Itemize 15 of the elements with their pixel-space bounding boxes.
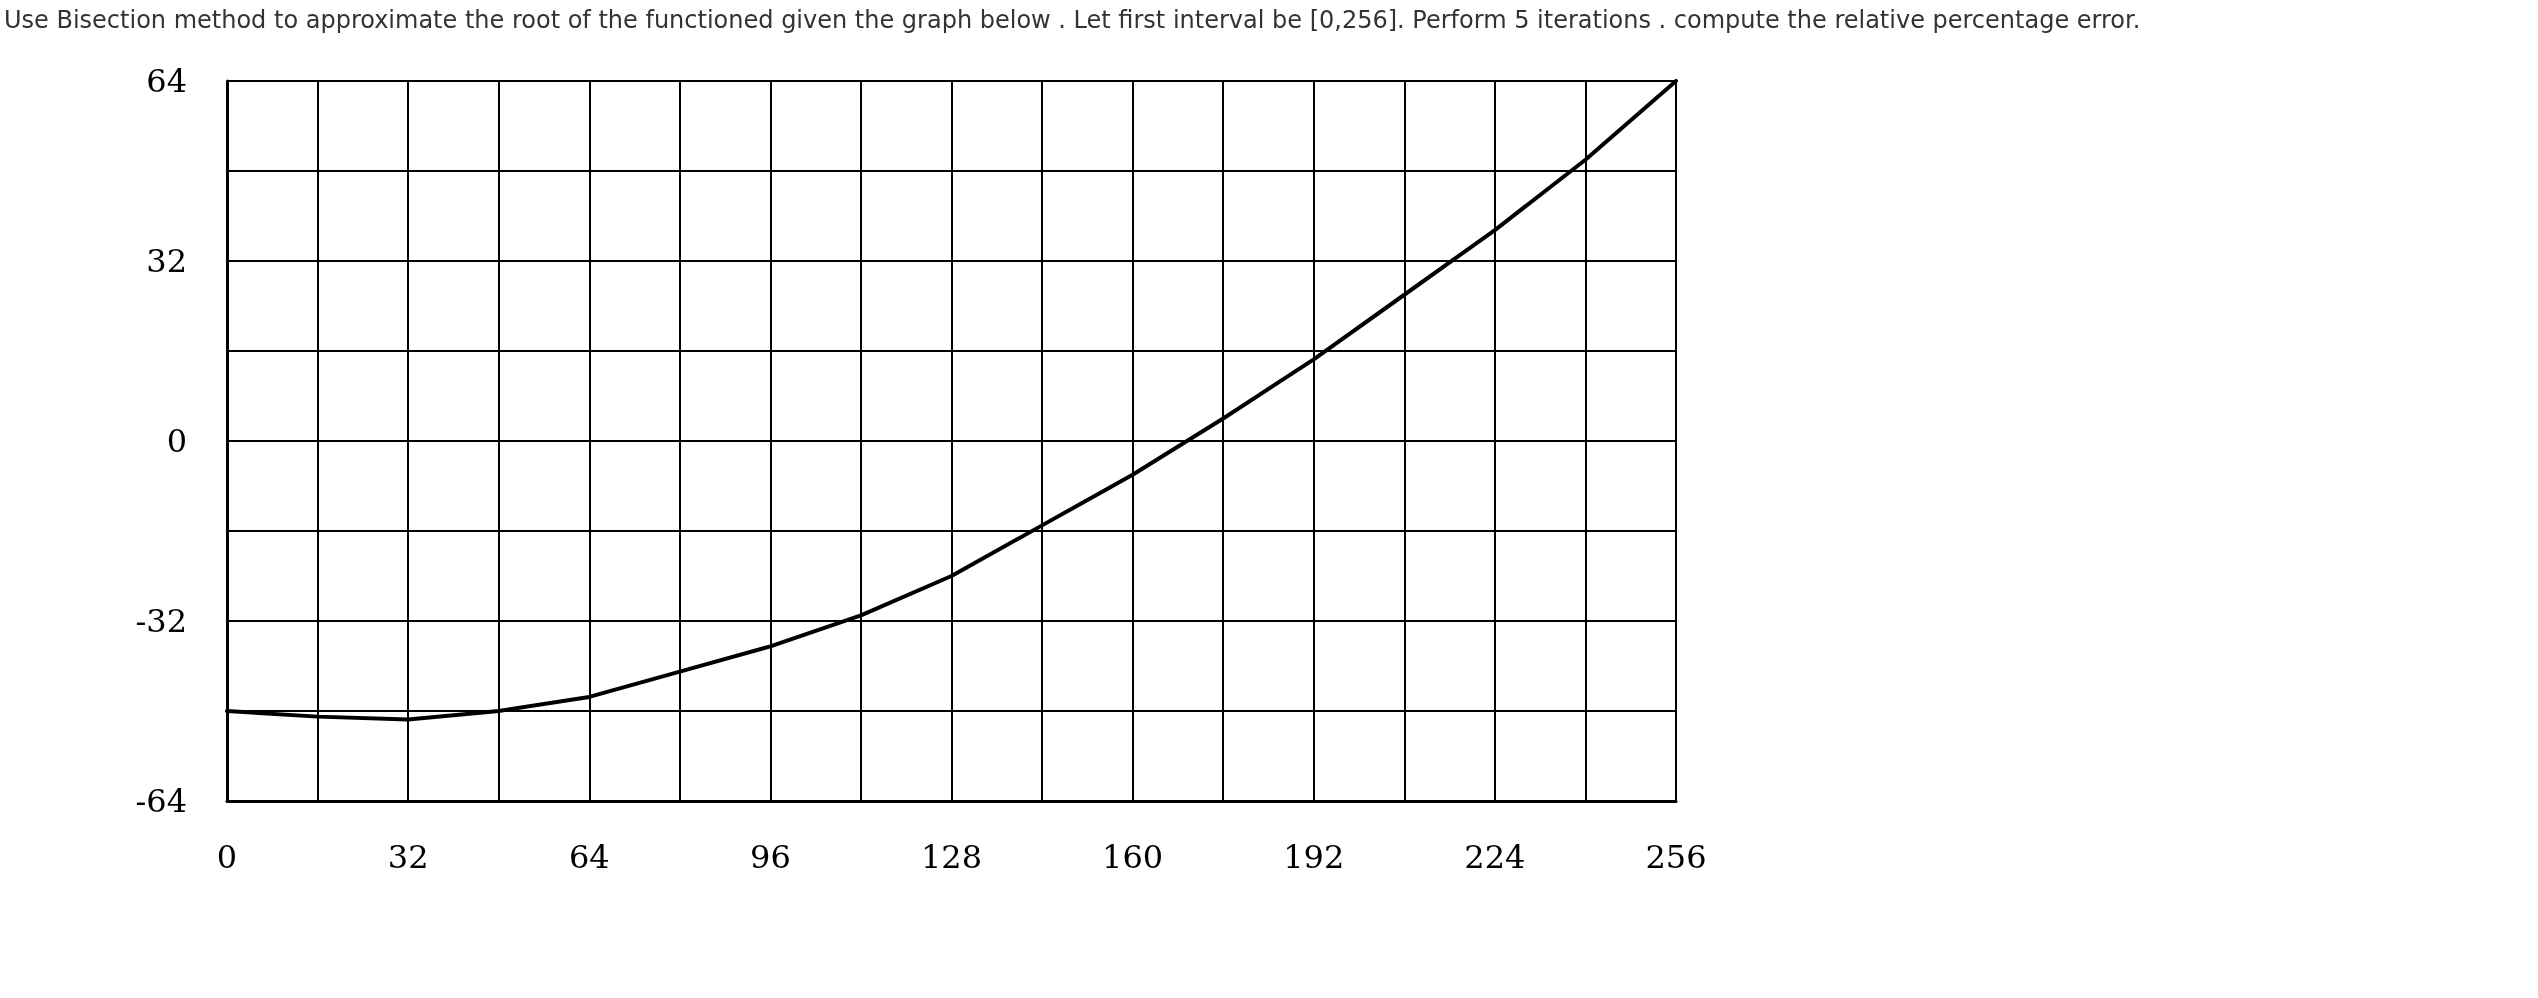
- x-tick-label: 160: [1102, 838, 1164, 876]
- x-tick-label: 64: [568, 838, 610, 876]
- y-tick-label: -32: [135, 602, 187, 640]
- y-tick-label: 32: [146, 242, 187, 280]
- x-tick-label: 128: [920, 838, 983, 876]
- x-tick-label: 0: [216, 838, 238, 876]
- chart-title: Use Bisection method to approximate the root of the functioned given the graph below . Let first interval be [0,256]. Perform 5 iterations . compute the relative percentage error.: [4, 6, 2141, 34]
- x-tick-label: 256: [1645, 838, 1707, 876]
- y-tick-label: 0: [166, 422, 187, 460]
- y-tick-label: -64: [135, 782, 187, 820]
- x-tick-label: 224: [1464, 838, 1526, 876]
- x-tick-label: 96: [750, 838, 791, 876]
- x-tick-label: 192: [1283, 838, 1345, 876]
- y-tick-label: 64: [146, 62, 187, 100]
- x-tick-label: 32: [387, 838, 429, 876]
